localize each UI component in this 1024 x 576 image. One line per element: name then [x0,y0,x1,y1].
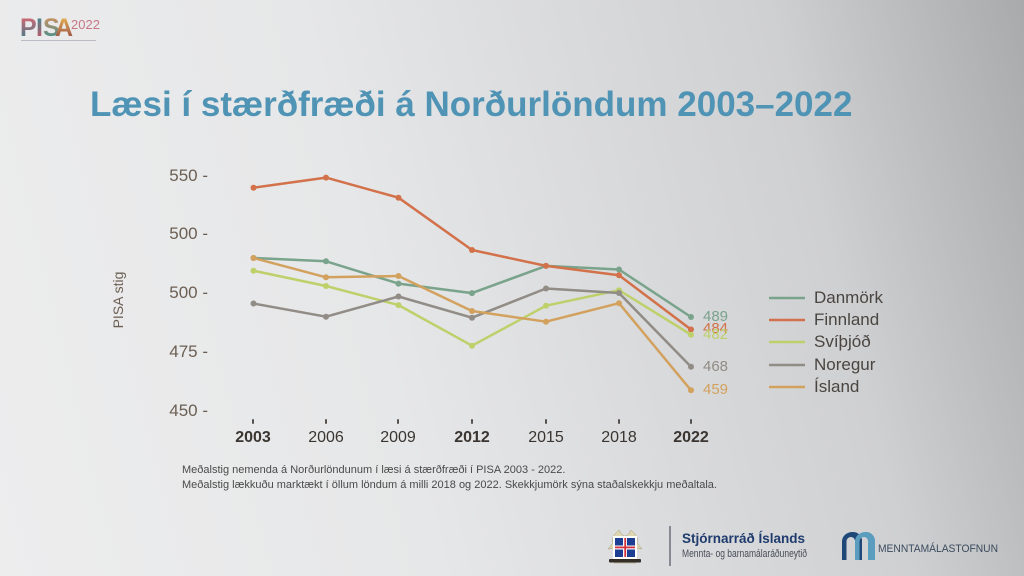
svg-text:500 -: 500 - [169,224,208,243]
svg-text:Mennta- og barnamálaráðuneytið: Mennta- og barnamálaráðuneytið [682,548,807,560]
svg-text:Finnland: Finnland [814,310,879,329]
svg-text:468: 468 [703,358,728,375]
svg-text:Noregur: Noregur [814,355,876,374]
svg-text:2006: 2006 [308,429,344,446]
svg-text:2018: 2018 [601,429,637,446]
svg-text:550 -: 550 - [169,166,208,185]
svg-text:2009: 2009 [380,429,416,446]
svg-text:2003: 2003 [235,429,271,446]
svg-text:Stjórnarráð Íslands: Stjórnarráð Íslands [682,531,805,546]
svg-text:500 -: 500 - [169,283,208,302]
svg-text:2022: 2022 [673,429,709,446]
svg-text:450 -: 450 - [169,401,208,420]
svg-text:MENNTAMÁLASTOFNUN: MENNTAMÁLASTOFNUN [878,542,998,555]
svg-text:2012: 2012 [454,429,490,446]
svg-text:Danmörk: Danmörk [814,288,883,307]
svg-text:459: 459 [703,381,728,398]
svg-text:482: 482 [703,326,728,343]
svg-text:2015: 2015 [528,429,564,446]
svg-text:Ísland: Ísland [814,377,859,396]
svg-text:Svíþjóð: Svíþjóð [814,332,871,351]
svg-text:475 -: 475 - [169,342,208,361]
